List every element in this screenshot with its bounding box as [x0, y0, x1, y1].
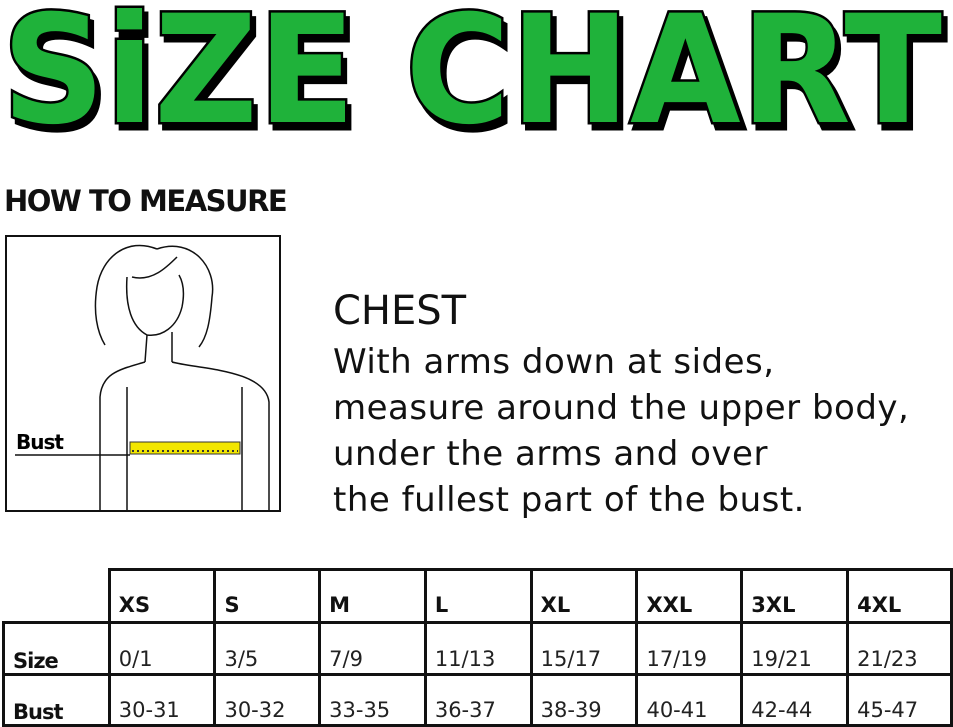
column-header: S [213, 568, 322, 624]
title-text: SiZE CHART [2, 0, 942, 158]
table-cell: 30-32 [213, 673, 322, 727]
table-cell: 42-44 [740, 673, 850, 727]
size-chart-title: SiZE CHART [0, 0, 945, 161]
how-to-measure-heading: HOW TO MEASURE [4, 184, 288, 218]
table-cell: 0/1 [107, 621, 217, 676]
instruction-line: measure around the upper body, [333, 388, 910, 428]
table-row: Bust 30-31 30-32 33-35 36-37 38-39 40-41… [2, 673, 953, 727]
column-header: 4XL [846, 568, 953, 624]
table-cell: 17/19 [635, 621, 744, 676]
measuring-tape-icon [129, 441, 241, 455]
row-label: Bust [2, 673, 111, 727]
table-cell: 19/21 [740, 621, 850, 676]
instruction-line: under the arms and over [333, 434, 768, 474]
size-table: XS S M L XL XXL 3XL 4XL Size 0/1 3/5 7/9… [2, 568, 953, 727]
table-cell: 33-35 [318, 673, 427, 727]
column-header: XL [529, 568, 639, 624]
column-header: L [423, 568, 533, 624]
column-header: 3XL [740, 568, 850, 624]
table-header-row: XS S M L XL XXL 3XL 4XL [3, 568, 953, 624]
table-cell: 3/5 [213, 621, 322, 676]
woman-figure-icon: Bust [15, 244, 270, 510]
table-cell: 30-31 [107, 673, 217, 727]
table-cell: 38-39 [529, 673, 639, 727]
measure-illustration: Bust [5, 235, 281, 512]
table-cell: 21/23 [846, 621, 953, 676]
table-cell: 36-37 [423, 673, 533, 727]
row-label: Size [2, 621, 111, 676]
table-cell: 11/13 [423, 621, 533, 676]
chest-instructions: With arms down at sides, measure around … [333, 339, 909, 523]
table-cell: 40-41 [635, 673, 744, 727]
table-cell: 7/9 [318, 621, 427, 676]
table-row: Size 0/1 3/5 7/9 11/13 15/17 17/19 19/21… [2, 621, 953, 676]
instruction-line: the fullest part of the bust. [333, 480, 805, 520]
table-cell: 15/17 [529, 621, 639, 676]
chest-heading: CHEST [333, 288, 467, 334]
instruction-line: With arms down at sides, [333, 342, 775, 382]
column-header: M [318, 568, 427, 624]
table-cell: 45-47 [846, 673, 953, 727]
column-header: XS [107, 568, 217, 624]
bust-label: Bust [16, 430, 64, 454]
column-header: XXL [635, 568, 744, 624]
